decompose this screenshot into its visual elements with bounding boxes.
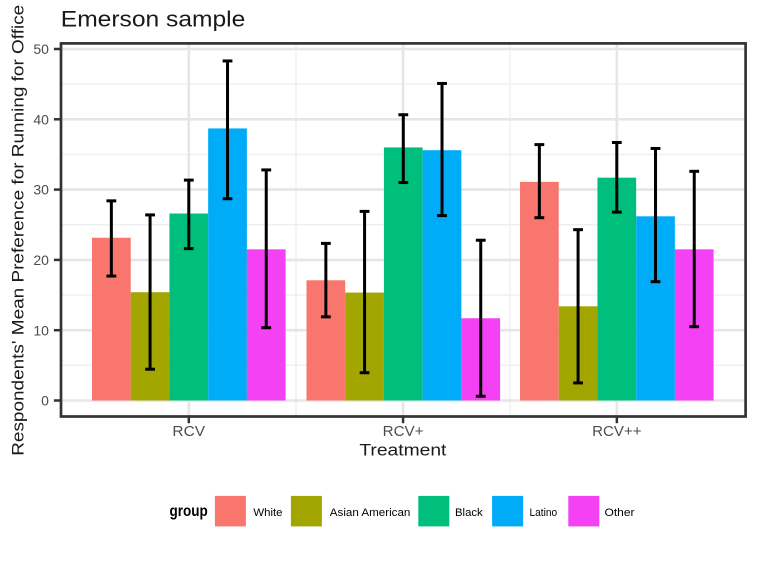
svg-text:Treatment: Treatment <box>359 442 447 460</box>
svg-text:0: 0 <box>41 393 49 409</box>
svg-text:50: 50 <box>33 41 49 57</box>
svg-text:Respondents' Mean Preference f: Respondents' Mean Preference for Running… <box>9 5 27 456</box>
svg-text:RCV: RCV <box>172 423 205 440</box>
svg-text:Black: Black <box>455 507 483 519</box>
svg-text:White: White <box>253 507 282 519</box>
svg-text:10: 10 <box>33 322 49 338</box>
svg-text:20: 20 <box>33 252 49 268</box>
svg-text:30: 30 <box>33 182 49 198</box>
svg-text:Latino: Latino <box>530 507 558 519</box>
svg-text:Emerson sample: Emerson sample <box>61 6 246 31</box>
svg-text:40: 40 <box>33 111 49 127</box>
svg-text:Other: Other <box>605 507 635 519</box>
svg-text:RCV+: RCV+ <box>383 423 424 440</box>
svg-text:group: group <box>170 503 208 520</box>
svg-text:RCV++: RCV++ <box>592 423 642 440</box>
svg-text:Asian American: Asian American <box>330 507 411 519</box>
